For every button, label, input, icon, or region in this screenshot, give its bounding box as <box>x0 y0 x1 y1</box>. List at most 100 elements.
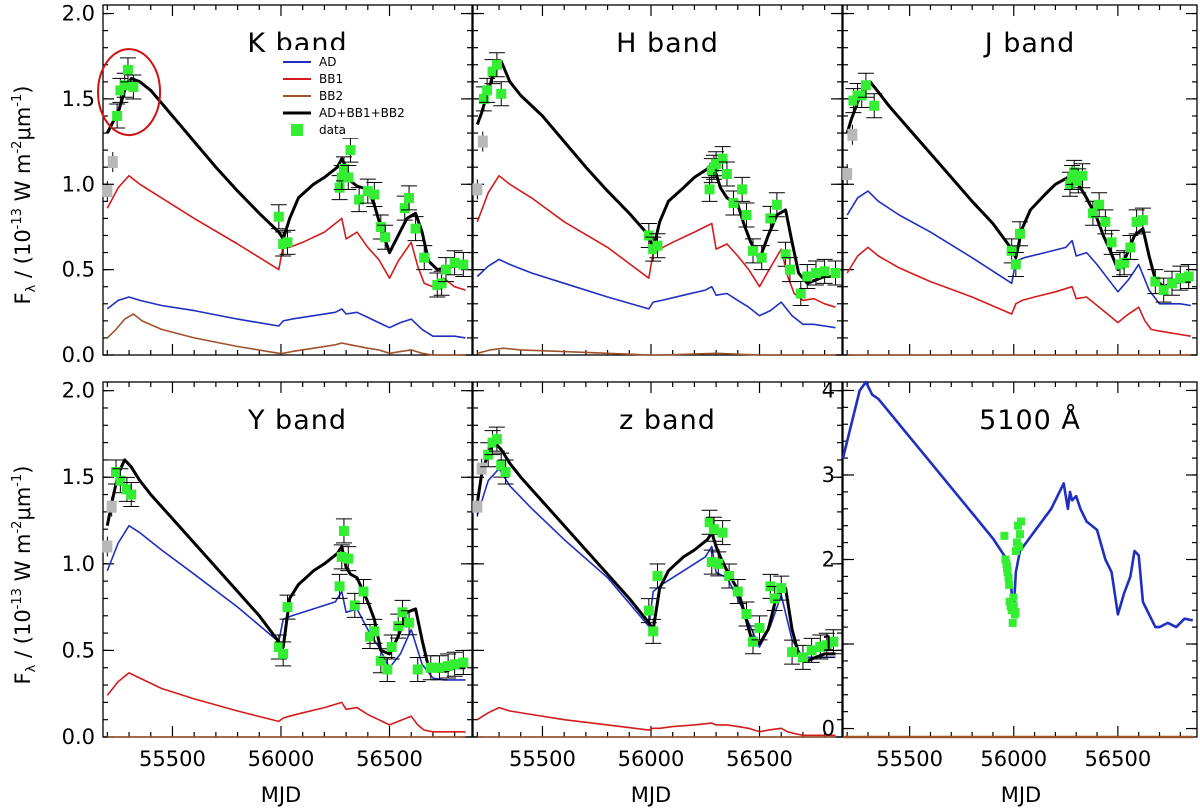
data-point <box>358 586 369 597</box>
data-point <box>404 617 415 628</box>
panel-k-band: 0.00.51.01.52.0K band <box>62 2 473 367</box>
data-point <box>354 194 365 205</box>
data-point <box>787 647 798 658</box>
data-point <box>500 467 511 478</box>
data-point <box>1001 555 1010 564</box>
data-point <box>780 249 791 260</box>
data-point <box>810 268 821 279</box>
data-point <box>121 484 132 495</box>
data-point <box>708 524 719 535</box>
data-point <box>364 631 375 642</box>
data-point <box>1150 276 1161 287</box>
data-point <box>741 609 752 620</box>
data-point <box>1094 199 1105 210</box>
data-point <box>425 662 436 673</box>
series-line-ad <box>106 524 466 681</box>
series-line-ad <box>846 190 1191 307</box>
data-point <box>375 221 386 232</box>
series-line-bb1 <box>476 706 836 737</box>
data-point <box>349 600 360 611</box>
data-point <box>449 257 460 268</box>
panel-z-band: 55500 56000 56500 z band <box>472 381 843 771</box>
data-point <box>282 602 293 613</box>
data-point <box>1010 259 1021 270</box>
panel-title-z-band: z band <box>619 405 716 436</box>
data-point <box>652 570 663 581</box>
data-point <box>1158 285 1169 296</box>
data-point <box>1012 538 1021 547</box>
data-point <box>806 645 817 656</box>
data-point <box>1006 245 1017 256</box>
y-tick-label: 1.5 <box>62 465 95 489</box>
data-point <box>369 189 380 200</box>
series-line-ad-bb1-bb2 <box>845 80 1191 289</box>
series-line-ad-bb1-bb2 <box>105 458 466 673</box>
data-point <box>345 145 356 156</box>
legend-label-data: data <box>319 123 346 137</box>
data-point <box>771 199 782 210</box>
y-tick-label: 0.0 <box>62 725 95 749</box>
data-point <box>815 641 826 652</box>
data-point <box>1008 618 1017 627</box>
legend-label-bb1: BB1 <box>319 72 343 86</box>
gray-data-point <box>472 183 483 196</box>
data-point <box>748 245 759 256</box>
data-point <box>128 81 139 92</box>
data-point <box>1167 278 1178 289</box>
y-axis-title-bottom: Fλ / (10-13 W m-2μm-1) <box>10 466 39 685</box>
data-point <box>278 648 289 659</box>
legend-label-ad-bb1-bb2: AD+BB1+BB2 <box>319 106 405 120</box>
y-tick-label: 0 <box>822 717 835 741</box>
data-point <box>1175 273 1186 284</box>
data-point <box>848 95 859 106</box>
data-point <box>717 527 728 538</box>
series-line-ad-bb1-bb2 <box>475 441 836 663</box>
data-point <box>1014 542 1023 551</box>
panel-j-band: J band <box>842 4 1198 356</box>
data-point <box>1073 175 1084 186</box>
data-point <box>115 85 126 96</box>
data-point <box>482 85 493 96</box>
data-point <box>362 186 373 197</box>
highlight-circle <box>97 48 162 137</box>
svg-text:Fλ / (10-13 W m-2μm-1): Fλ / (10-13 W m-2μm-1) <box>10 86 39 305</box>
data-point <box>375 655 386 666</box>
data-point <box>436 278 447 289</box>
legend-swatch-data <box>291 124 303 136</box>
y-tick-label: 1 <box>822 632 835 656</box>
data-point <box>382 664 393 675</box>
data-point <box>334 581 345 592</box>
x-tick-label: 56000 <box>248 747 315 771</box>
y-tick-label: 1.5 <box>62 87 95 111</box>
data-point <box>869 100 880 111</box>
gray-data-point <box>476 462 487 475</box>
legend-background <box>278 50 416 138</box>
data-point <box>336 172 347 183</box>
data-point <box>1087 208 1098 219</box>
data-point <box>496 460 507 471</box>
data-point <box>115 475 126 486</box>
data-point <box>343 172 354 183</box>
data-point <box>410 223 421 234</box>
data-point <box>643 230 654 241</box>
data-point <box>737 184 748 195</box>
data-point <box>458 259 469 270</box>
data-point <box>386 641 397 652</box>
data-point <box>1011 547 1020 556</box>
plot-frame-k-band <box>102 4 473 356</box>
data-point <box>380 232 391 243</box>
data-point <box>1067 172 1078 183</box>
y-tick-label: 1.0 <box>62 172 95 196</box>
series-line-ad <box>841 380 1194 629</box>
gray-data-point <box>477 135 488 148</box>
data-point <box>122 64 133 75</box>
data-point <box>1003 563 1012 572</box>
x-axis-title-middle: MJD <box>631 783 671 807</box>
panel-y-band: 0.0 0.5 1.0 1.5 2.0 55500 56000 56500 Y band <box>62 379 473 771</box>
gray-data-point <box>847 128 858 141</box>
data-point <box>1009 601 1018 610</box>
data-point <box>487 66 498 77</box>
data-point <box>412 664 423 675</box>
data-point <box>343 553 354 564</box>
